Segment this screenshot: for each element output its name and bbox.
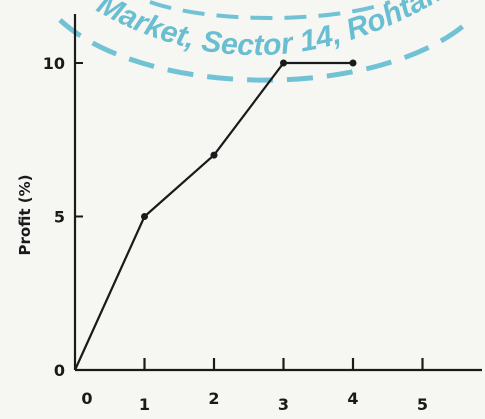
watermark-arc-outer [58,18,472,83]
x-tick-label: 3 [278,395,289,414]
y-axis-label: Profit (%) [16,175,34,256]
data-point [210,151,218,159]
data-point [349,59,357,67]
x-tick-label: 1 [139,395,150,414]
series-line [73,61,353,371]
data-point [141,213,148,220]
watermark-arc-top [149,0,391,20]
y-tick-label: 5 [54,208,65,227]
watermark-text-path: Market, Sector 14, Rohtak, Har [0,0,448,62]
watermark: Market, Sector 14, Rohtak, Har [0,0,472,83]
x-tick-label: 4 [347,389,358,408]
x-tick-label: 0 [81,389,92,408]
watermark-text: Market, Sector 14, Rohtak, Har [0,0,448,62]
data-point [280,59,287,67]
y-tick-label: 0 [54,361,65,380]
x-tick-label: 5 [417,395,428,414]
x-tick-label: 2 [208,389,219,408]
y-tick-label: 10 [43,54,65,73]
